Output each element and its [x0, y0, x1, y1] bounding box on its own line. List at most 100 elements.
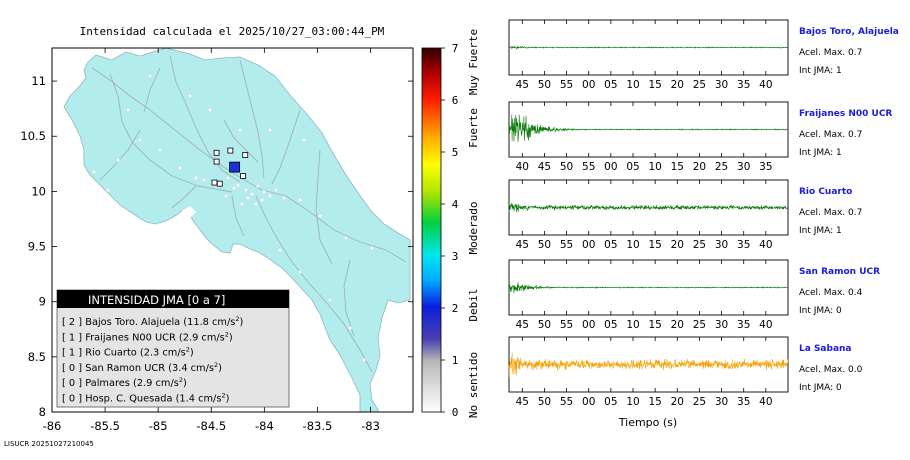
map-y-tick-label: 9: [39, 295, 46, 309]
station-int-jma: Int JMA: 1: [799, 226, 842, 236]
station-acel-max: Acel. Max. 0.7: [799, 130, 862, 140]
colorbar-label: Fuerte: [467, 108, 480, 148]
waveform-panel: 45 50 55 00 05 10 15 20 25 30 35 40 La Sabana Acel. M…: [508, 336, 863, 408]
station-int-jma: Int JMA: 1: [799, 148, 842, 158]
waveform-tick-label: 25: [715, 161, 728, 173]
waveform-tick-label: 10: [626, 79, 639, 91]
waveform-tick-label: 00: [582, 396, 595, 408]
waveform-tick-label: 05: [626, 161, 639, 173]
waveform-tick-label: 50: [560, 161, 573, 173]
waveform-tick-label: 05: [604, 79, 617, 91]
station-markers: [211, 147, 249, 187]
legend-item: [ 2 ] Bajos Toro. Alajuela (11.8 cm/s2): [62, 315, 243, 328]
waveform-tick-label: 15: [648, 319, 661, 331]
waveform-tick-label: 25: [693, 79, 706, 91]
waveform-panel: 45 50 55 00 05 10 15 20 25 30 35 40 Bajos Toro, Alaj…: [508, 19, 899, 91]
colorbar-tick-label: 6: [452, 94, 459, 107]
waveform-tick-label: 20: [693, 161, 706, 173]
colorbar-tick-label: 4: [452, 198, 459, 211]
waveform-tick-label: 50: [538, 79, 551, 91]
waveform-tick-label: 20: [671, 239, 684, 251]
waveform-tick-label: 15: [671, 161, 684, 173]
map-title: Intensidad calculada el 2025/10/27_03:00…: [80, 25, 385, 38]
waveform-trace: [508, 114, 789, 142]
waveform-tick-label: 25: [693, 396, 706, 408]
station-acel-max: Acel. Max. 0.7: [799, 208, 862, 218]
map-y-axis: 8 8.5 9 9.5 10 10.5 11: [20, 74, 413, 419]
station-name: Fraijanes N00 UCR: [799, 109, 892, 119]
waveform-tick-label: 55: [560, 239, 573, 251]
colorbar-tick-label: 1: [452, 354, 459, 367]
map-y-tick-label: 10: [31, 184, 46, 198]
colorbar-tick-label: 0: [452, 406, 459, 419]
map-x-axis: -86 -85.5 -85 -84.5 -84 -83.5 -83: [43, 48, 380, 433]
waveform-panel: 45 50 55 00 05 10 15 20 25 30 35 40 Rio Cuarto Acel. …: [508, 179, 862, 251]
waveform-tick-label: 35: [737, 319, 750, 331]
waveform-tick-label: 50: [538, 396, 551, 408]
waveform-trace: [508, 202, 789, 213]
map-y-tick-label: 8.5: [28, 350, 46, 364]
waveform-tick-label: 10: [626, 239, 639, 251]
colorbar-labels: No sentido Debil Moderado Fuerte Muy Fuerte: [467, 29, 480, 418]
waveform-tick-label: 45: [516, 239, 529, 251]
waveform-tick-label: 20: [671, 319, 684, 331]
waveform-tick-label: 50: [538, 239, 551, 251]
intensity-colorbar: 0 1 2 3 4 5 6 7 No sentido Debil Moderado Fuerte Mu…: [421, 29, 480, 419]
legend-items: [ 2 ] Bajos Toro. Alajuela (11.8 cm/s2) […: [62, 315, 243, 405]
station-int-jma: Int JMA: 0: [799, 383, 842, 393]
waveform-tick-label: 10: [626, 319, 639, 331]
station-name: La Sabana: [799, 344, 852, 354]
waveform-tick-label: 40: [759, 79, 772, 91]
waveform-tick-label: 55: [560, 396, 573, 408]
station-acel-max: Acel. Max. 0.7: [799, 48, 862, 58]
waveform-tick-label: 45: [538, 161, 551, 173]
waveform-tick-label: 05: [604, 396, 617, 408]
waveform-tick-label: 30: [715, 239, 728, 251]
map-x-tick-label: -83: [361, 419, 380, 433]
waveform-tick-label: 10: [626, 396, 639, 408]
waveform-trace: [508, 281, 788, 294]
colorbar-tick-label: 3: [452, 250, 459, 263]
waveform-tick-label: 20: [671, 79, 684, 91]
costa-rica-landmass: [63, 48, 411, 412]
waveform-tick-label: 55: [582, 161, 595, 173]
station-acel-max: Acel. Max. 0.4: [799, 288, 863, 298]
colorbar-label: No sentido: [467, 352, 480, 418]
waveform-tick-label: 15: [648, 396, 661, 408]
waveform-tick-label: 50: [538, 319, 551, 331]
waveform-tick-label: 40: [759, 319, 772, 331]
waveform-tick-label: 40: [516, 161, 529, 173]
time-axis-label: Tiempo (s): [618, 416, 677, 429]
waveform-panel: 45 50 55 00 05 10 15 20 25 30 35 40 San Ramon UCR Ace…: [508, 259, 880, 331]
intensity-legend: INTENSIDAD JMA [0 a 7] [ 2 ] Bajos Toro.…: [56, 289, 290, 408]
legend-item: [ 1 ] Rio Cuarto (2.3 cm/s2): [62, 346, 194, 359]
waveform-panels: 45 50 55 00 05 10 15 20 25 30 35 40 Bajos Toro, Alaj…: [508, 19, 899, 408]
station-int-jma: Int JMA: 0: [799, 306, 842, 316]
waveform-tick-label: 35: [737, 396, 750, 408]
colorbar-ticks: 0 1 2 3 4 5 6 7: [441, 42, 459, 419]
map-x-tick-label: -85: [149, 419, 168, 433]
waveform-trace: [509, 45, 789, 50]
legend-title: INTENSIDAD JMA [0 a 7]: [88, 293, 225, 307]
map-y-tick-label: 11: [31, 74, 46, 88]
station-acel-max: Acel. Max. 0.0: [799, 365, 863, 375]
waveform-tick-label: 00: [582, 239, 595, 251]
waveform-tick-label: 00: [582, 79, 595, 91]
waveform-tick-label: 45: [516, 79, 529, 91]
map-frame: [51, 47, 414, 413]
legend-item: [ 0 ] Palmares (2.9 cm/s2): [62, 376, 187, 389]
waveform-tick-label: 25: [693, 239, 706, 251]
waveform-tick-label: 45: [516, 319, 529, 331]
colorbar-label: Muy Fuerte: [467, 29, 480, 95]
map-x-tick-label: -84.5: [196, 419, 226, 433]
waveform-tick-label: 30: [715, 319, 728, 331]
map-x-tick-label: -84: [255, 419, 274, 433]
map-x-tick-label: -85.5: [90, 419, 120, 433]
waveform-tick-label: 05: [604, 239, 617, 251]
footer-id: LISUCR 20251027210045: [4, 440, 94, 448]
waveform-tick-label: 30: [715, 79, 728, 91]
waveform-tick-label: 20: [671, 396, 684, 408]
waveform-tick-label: 35: [737, 239, 750, 251]
colorbar-tick-label: 2: [452, 302, 459, 315]
